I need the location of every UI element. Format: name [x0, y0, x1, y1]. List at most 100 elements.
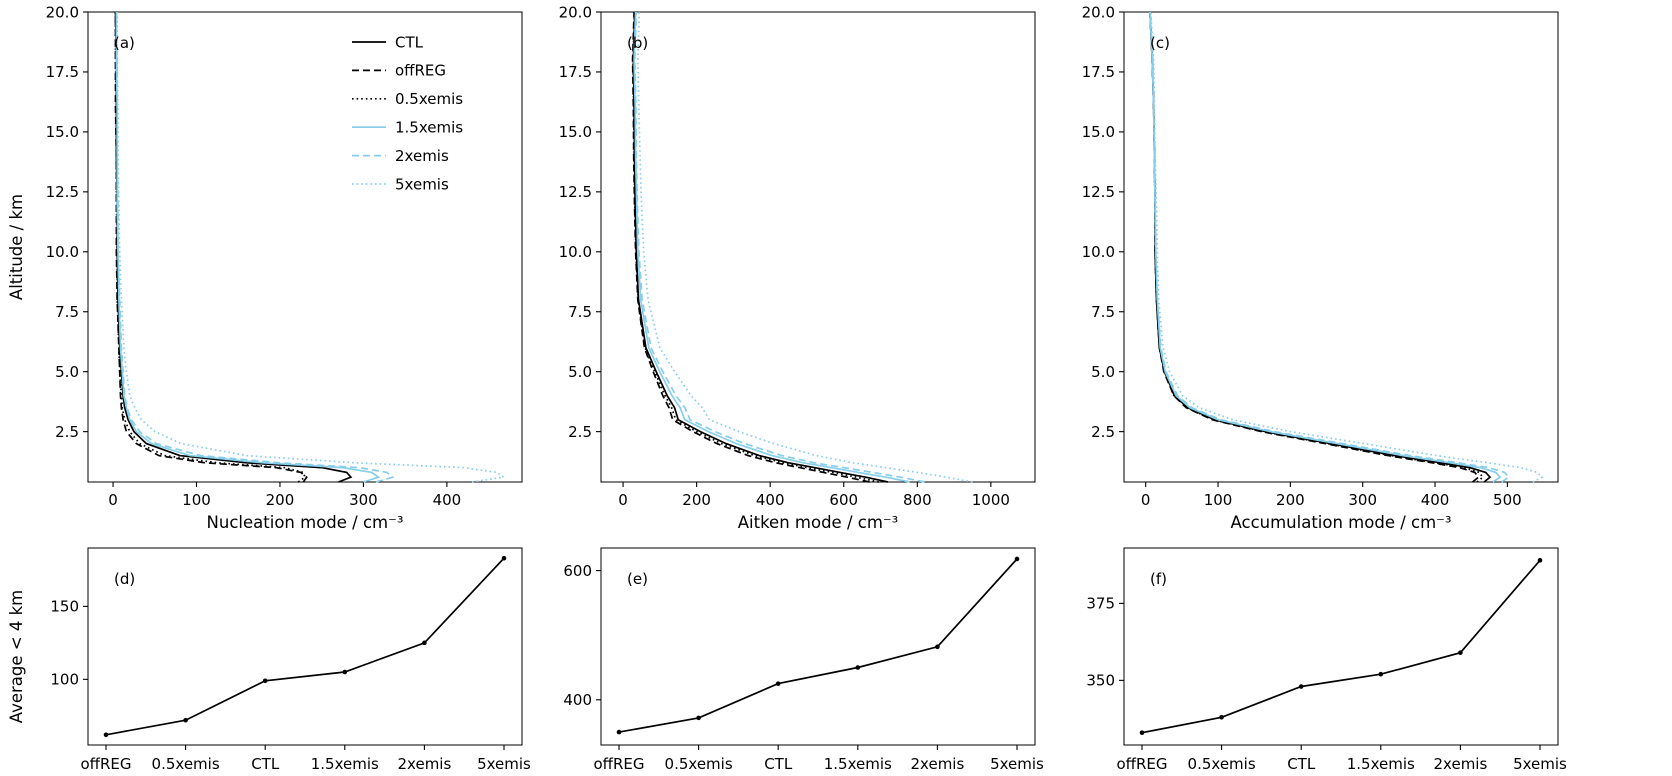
- x-tick-label: 400: [756, 491, 785, 509]
- series-line-0.5xemis: [1149, 11, 1484, 483]
- data-point: [1298, 684, 1304, 689]
- legend-label-offREG: offREG: [395, 62, 446, 80]
- y-tick-label: 2.5: [568, 423, 592, 441]
- series-line-2xemis: [633, 11, 925, 483]
- series-line-offREG: [631, 11, 870, 483]
- x-category-label: 0.5xemis: [152, 755, 220, 773]
- x-axis-label-b: Aitken mode / cm⁻³: [738, 513, 898, 532]
- x-tick-label: 600: [829, 491, 858, 509]
- data-point: [1378, 671, 1384, 677]
- y-tick-label: 150: [50, 598, 79, 616]
- y-tick-label: 5.0: [568, 363, 592, 381]
- series-line-5xemis: [116, 12, 506, 483]
- y-tick-label: 12.5: [559, 183, 592, 201]
- legend-label-2xemis: 2xemis: [395, 147, 449, 165]
- panel-e-box: [600, 547, 1036, 746]
- panel-b-box: [600, 11, 1036, 483]
- x-tick-label: 0: [108, 491, 118, 509]
- panel-label-b: (b): [627, 34, 648, 52]
- y-tick-label: 10.0: [1082, 243, 1115, 261]
- x-tick-label: 100: [182, 491, 211, 509]
- data-point: [616, 729, 622, 735]
- y-tick-label: 17.5: [559, 63, 592, 81]
- data-point: [1219, 714, 1224, 720]
- y-tick-label: 2.5: [55, 423, 79, 441]
- x-category-label: CTL: [764, 755, 793, 773]
- x-category-label: CTL: [1287, 755, 1316, 773]
- x-tick-label: 200: [1276, 491, 1305, 509]
- y-tick-label: 5.0: [55, 363, 79, 381]
- y-tick-label: 100: [50, 671, 79, 689]
- x-category-label: 1.5xemis: [311, 755, 379, 773]
- y-tick-label: 600: [563, 562, 592, 580]
- x-category-label: 5xemis: [1513, 755, 1567, 773]
- y-tick-label: 2.5: [1091, 423, 1115, 441]
- series-line-5xemis: [636, 11, 973, 483]
- panel-label-c: (c): [1150, 34, 1170, 52]
- y-tick-label: 20.0: [559, 3, 592, 21]
- y-axis-label-d: Average < 4 km: [7, 590, 26, 723]
- panel-f-box: [1123, 547, 1559, 746]
- x-tick-label: 500: [1493, 491, 1522, 509]
- x-axis-label-c: Accumulation mode / cm⁻³: [1231, 513, 1452, 532]
- y-axis-label-a: Altitude / km: [7, 194, 26, 300]
- x-category-label: 5xemis: [990, 755, 1044, 773]
- y-tick-label: 15.0: [1082, 123, 1115, 141]
- average-line-e: [618, 558, 1018, 733]
- y-tick-label: 375: [1086, 595, 1115, 613]
- x-category-label: 2xemis: [1434, 755, 1488, 773]
- data-point: [696, 715, 701, 721]
- series-line-offREG: [114, 12, 308, 483]
- data-point: [855, 665, 861, 670]
- panel-c-box: [1123, 11, 1559, 483]
- x-tick-label: 1000: [972, 491, 1010, 509]
- panel-label-d: (d): [114, 570, 135, 588]
- y-tick-label: 17.5: [1082, 63, 1115, 81]
- panel-d-box: [87, 547, 523, 746]
- x-category-label: 2xemis: [398, 755, 452, 773]
- panel-label-f: (f): [1150, 570, 1167, 588]
- y-tick-label: 10.0: [46, 243, 79, 261]
- series-line-2xemis: [115, 11, 395, 483]
- series-line-5xemis: [1149, 11, 1544, 483]
- average-line-d: [105, 557, 505, 736]
- data-point: [1458, 650, 1463, 655]
- average-line-f: [1141, 559, 1541, 734]
- x-tick-label: 300: [1348, 491, 1377, 509]
- series-line-0.5xemis: [114, 12, 307, 483]
- y-tick-label: 15.0: [46, 123, 79, 141]
- y-tick-label: 5.0: [1091, 363, 1115, 381]
- x-category-label: 0.5xemis: [665, 755, 733, 773]
- y-tick-label: 7.5: [55, 303, 79, 321]
- y-tick-label: 12.5: [1082, 183, 1115, 201]
- data-point: [775, 681, 781, 686]
- data-point: [1014, 556, 1020, 562]
- x-category-label: 5xemis: [477, 755, 531, 773]
- series-line-1.5xemis: [115, 12, 381, 483]
- x-category-label: 0.5xemis: [1188, 755, 1256, 773]
- y-tick-label: 12.5: [46, 183, 79, 201]
- x-tick-label: 0: [1141, 491, 1151, 509]
- y-tick-label: 400: [563, 691, 592, 709]
- x-tick-label: 400: [433, 491, 462, 509]
- x-axis-label-a: Nucleation mode / cm⁻³: [207, 513, 404, 532]
- series-line-2xemis: [1149, 11, 1511, 483]
- panel-label-e: (e): [627, 570, 648, 588]
- legend-label-CTL: CTL: [395, 33, 424, 51]
- x-category-label: 1.5xemis: [1347, 755, 1415, 773]
- y-tick-label: 20.0: [46, 3, 79, 21]
- x-tick-label: 800: [903, 491, 932, 509]
- x-tick-label: 200: [266, 491, 295, 509]
- x-category-label: 2xemis: [911, 755, 965, 773]
- data-point: [103, 732, 109, 738]
- y-tick-label: 10.0: [559, 243, 592, 261]
- legend-label-0.5xemis: 0.5xemis: [395, 90, 463, 108]
- x-category-label: 1.5xemis: [824, 755, 892, 773]
- y-tick-label: 350: [1086, 672, 1115, 690]
- panel-a-box: [87, 11, 523, 483]
- series-line-CTL: [114, 11, 353, 483]
- x-category-label: CTL: [251, 755, 280, 773]
- data-point: [422, 640, 427, 646]
